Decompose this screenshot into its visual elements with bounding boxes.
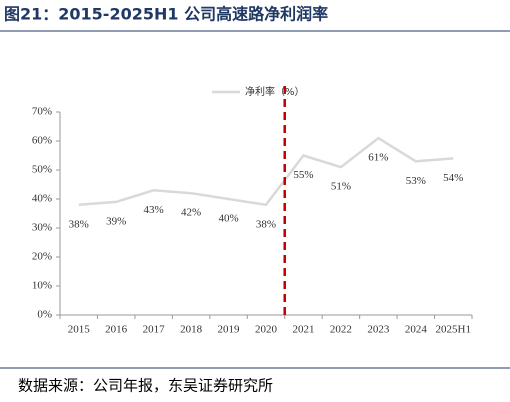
data-label: 61%	[368, 152, 388, 164]
x-tick-label: 2022	[330, 324, 352, 336]
x-tick-label: 2020	[255, 324, 278, 336]
x-tick-label: 2017	[143, 324, 166, 336]
data-label: 39%	[106, 215, 126, 227]
legend-label: 净利率（%）	[245, 85, 305, 98]
x-tick-label: 2025H1	[436, 324, 471, 336]
line	[78, 136, 454, 207]
y-tick-label: 0%	[37, 309, 52, 321]
x-tick-label: 2021	[292, 324, 314, 336]
x-tick-label: 2024	[405, 324, 428, 336]
data-label: 42%	[181, 207, 201, 219]
y-tick-label: 10%	[32, 280, 52, 292]
data-label: 38%	[256, 218, 276, 230]
source: 数据来源：公司年报，东吴证券研究所	[18, 377, 273, 395]
y-tick-label: 50%	[32, 164, 52, 176]
data-label: 43%	[144, 204, 164, 216]
x-tick-label: 2016	[105, 324, 128, 336]
data-label: 55%	[293, 169, 313, 181]
y-tick-label: 30%	[32, 222, 52, 234]
data-label: 40%	[218, 213, 238, 225]
data-label: 53%	[406, 175, 426, 187]
x-tick-label: 2019	[218, 324, 241, 336]
x-tick-label: 2015	[68, 324, 91, 336]
data-label: 51%	[331, 181, 351, 193]
y-tick-label: 70%	[32, 106, 52, 118]
chart-title: 图21：2015-2025H1 公司高速路净利润率	[4, 5, 328, 24]
x-tick-label: 2018	[180, 324, 203, 336]
y-tick-label: 40%	[32, 193, 52, 205]
data-label: 38%	[69, 218, 89, 230]
y-tick-label: 60%	[32, 135, 52, 147]
data-label: 54%	[443, 172, 463, 184]
y-tick-label: 20%	[32, 251, 52, 263]
x-tick-label: 2023	[367, 324, 390, 336]
